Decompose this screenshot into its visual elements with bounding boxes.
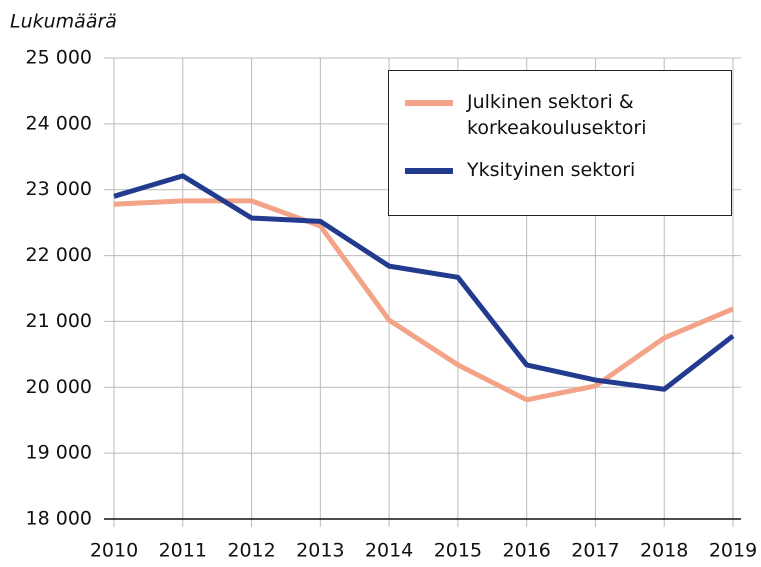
x-tick-label: 2014 — [365, 540, 413, 562]
x-tick-label: 2013 — [296, 540, 344, 562]
y-axis-label: Lukumäärä — [10, 11, 117, 33]
x-tick-label: 2018 — [640, 540, 688, 562]
x-tick-label: 2015 — [434, 540, 482, 562]
line-series — [113, 198, 734, 403]
x-tick-label: 2019 — [709, 540, 757, 562]
y-tick-label: 21 000 — [26, 310, 92, 332]
y-tick-label: 23 000 — [26, 178, 92, 200]
legend: Julkinen sektori & korkeakoulusektori Yks… — [388, 70, 732, 216]
x-tick-label: 2011 — [159, 540, 207, 562]
legend-entry: Julkinen sektori & korkeakoulusektori — [405, 89, 717, 141]
legend-entry: Yksityinen sektori — [405, 157, 717, 183]
x-tick-label: 2010 — [90, 540, 138, 562]
legend-label: Julkinen sektori & korkeakoulusektori — [467, 91, 647, 139]
x-tick-label: 2012 — [227, 540, 275, 562]
y-tick-label: 22 000 — [26, 244, 92, 266]
x-tick-label: 2016 — [502, 540, 550, 562]
y-tick-label: 24 000 — [26, 112, 92, 134]
legend-swatch — [405, 100, 453, 106]
legend-swatch — [405, 168, 453, 174]
x-tick-label: 2017 — [571, 540, 619, 562]
legend-label: Yksityinen sektori — [467, 159, 636, 181]
y-tick-label: 20 000 — [26, 376, 92, 398]
y-tick-label: 18 000 — [26, 508, 92, 530]
y-tick-label: 25 000 — [26, 47, 92, 69]
y-tick-label: 19 000 — [26, 442, 92, 464]
line-series — [113, 173, 735, 392]
